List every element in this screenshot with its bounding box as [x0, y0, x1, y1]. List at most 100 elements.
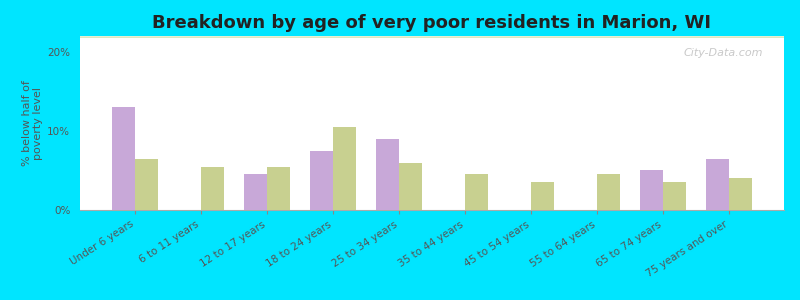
- Bar: [80, 37, 784, 38]
- Bar: [663, 182, 686, 210]
- Bar: [80, 36, 784, 37]
- Bar: [80, 36, 784, 37]
- Bar: [80, 37, 784, 38]
- Bar: [80, 36, 784, 37]
- Bar: [80, 36, 784, 37]
- Bar: [80, 36, 784, 37]
- Bar: [80, 37, 784, 38]
- Bar: [80, 37, 784, 38]
- Bar: [80, 36, 784, 37]
- Bar: [80, 37, 784, 38]
- Bar: [80, 37, 784, 38]
- Bar: [80, 37, 784, 38]
- Title: Breakdown by age of very poor residents in Marion, WI: Breakdown by age of very poor residents …: [153, 14, 711, 32]
- Bar: [80, 36, 784, 37]
- Bar: [80, 36, 784, 37]
- Bar: [80, 36, 784, 37]
- Bar: [80, 36, 784, 37]
- Bar: [80, 37, 784, 38]
- Bar: [80, 37, 784, 38]
- Bar: [80, 36, 784, 37]
- Bar: [80, 36, 784, 37]
- Bar: [80, 37, 784, 38]
- Bar: [80, 37, 784, 38]
- Bar: [80, 36, 784, 37]
- Bar: [80, 36, 784, 37]
- Bar: [80, 37, 784, 38]
- Bar: [80, 36, 784, 37]
- Bar: [80, 36, 784, 37]
- Bar: [80, 37, 784, 38]
- Bar: [80, 36, 784, 37]
- Bar: [80, 36, 784, 37]
- Bar: [376, 139, 399, 210]
- Bar: [80, 37, 784, 38]
- Bar: [80, 36, 784, 37]
- Bar: [80, 36, 784, 37]
- Bar: [80, 37, 784, 38]
- Bar: [80, 36, 784, 37]
- Bar: [399, 163, 422, 210]
- Bar: [80, 37, 784, 38]
- Bar: [80, 36, 784, 37]
- Bar: [80, 37, 784, 38]
- Bar: [80, 36, 784, 37]
- Bar: [80, 37, 784, 38]
- Bar: [80, 37, 784, 38]
- Bar: [80, 37, 784, 38]
- Bar: [80, 36, 784, 37]
- Bar: [80, 36, 784, 37]
- Bar: [80, 36, 784, 37]
- Bar: [80, 37, 784, 38]
- Bar: [80, 37, 784, 38]
- Bar: [80, 36, 784, 37]
- Bar: [80, 36, 784, 37]
- Bar: [80, 36, 784, 37]
- Bar: [80, 36, 784, 37]
- Bar: [80, 37, 784, 38]
- Bar: [244, 174, 267, 210]
- Bar: [80, 36, 784, 37]
- Bar: [80, 37, 784, 38]
- Bar: [80, 37, 784, 38]
- Bar: [597, 174, 620, 210]
- Bar: [80, 37, 784, 38]
- Bar: [80, 36, 784, 37]
- Bar: [80, 36, 784, 37]
- Bar: [80, 37, 784, 38]
- Bar: [80, 36, 784, 37]
- Bar: [135, 159, 158, 210]
- Bar: [80, 36, 784, 37]
- Bar: [80, 36, 784, 37]
- Bar: [80, 36, 784, 37]
- Bar: [80, 36, 784, 37]
- Bar: [201, 167, 224, 210]
- Bar: [80, 36, 784, 37]
- Bar: [80, 36, 784, 37]
- Bar: [80, 36, 784, 37]
- Bar: [80, 37, 784, 38]
- Bar: [80, 37, 784, 38]
- Bar: [267, 167, 290, 210]
- Bar: [80, 36, 784, 37]
- Bar: [80, 36, 784, 37]
- Bar: [80, 37, 784, 38]
- Bar: [80, 37, 784, 38]
- Bar: [80, 37, 784, 38]
- Bar: [80, 36, 784, 37]
- Bar: [80, 36, 784, 37]
- Bar: [310, 151, 333, 210]
- Bar: [80, 36, 784, 37]
- Bar: [80, 36, 784, 37]
- Bar: [80, 37, 784, 38]
- Bar: [80, 36, 784, 37]
- Bar: [80, 36, 784, 37]
- Bar: [80, 37, 784, 38]
- Bar: [80, 37, 784, 38]
- Bar: [80, 36, 784, 37]
- Bar: [80, 36, 784, 37]
- Bar: [80, 36, 784, 37]
- Bar: [80, 36, 784, 37]
- Bar: [80, 36, 784, 37]
- Bar: [80, 36, 784, 37]
